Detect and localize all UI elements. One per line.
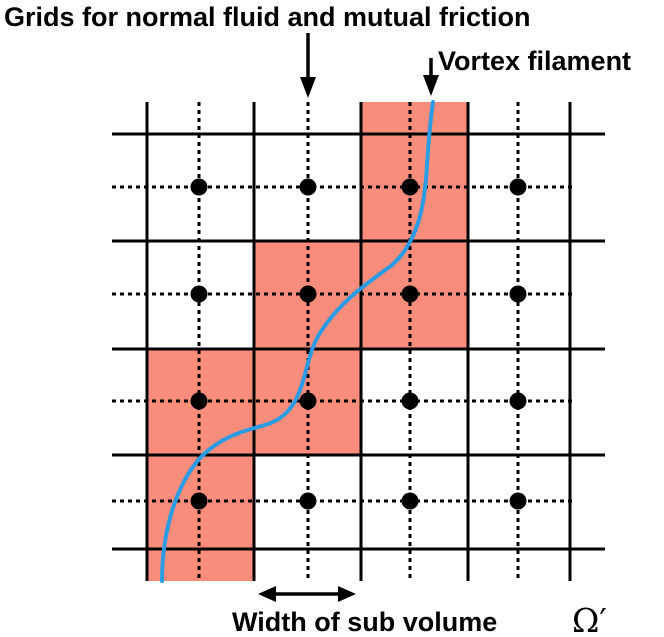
grid-point — [509, 178, 527, 196]
grids-label: Grids for normal fluid and mutual fricti… — [4, 2, 531, 32]
grid-points — [190, 178, 527, 510]
grid-point — [509, 285, 527, 303]
grid-point — [299, 492, 317, 510]
grid-point — [401, 492, 419, 510]
grid-point — [190, 178, 208, 196]
grid-point — [299, 392, 317, 410]
solid-grid — [112, 102, 605, 581]
grid-point — [190, 492, 208, 510]
width-arrow-head-left — [258, 586, 276, 602]
grid-point — [190, 392, 208, 410]
annotation-arrows — [258, 33, 439, 602]
grid-point — [509, 492, 527, 510]
width-arrow-head-right — [338, 586, 356, 602]
dotted-grid — [112, 102, 573, 581]
grid-point — [401, 392, 419, 410]
grid-point — [299, 178, 317, 196]
grid-point — [299, 285, 317, 303]
grid-point — [509, 392, 527, 410]
grid-point — [401, 178, 419, 196]
omega-prime-symbol: Ω′ — [572, 601, 607, 637]
grid-point — [401, 285, 419, 303]
highlighted-cell — [361, 102, 468, 349]
vortex-filament-curve — [160, 100, 435, 583]
grids-arrow-head — [300, 77, 316, 98]
grid-point — [190, 285, 208, 303]
vortex-filament-label: Vortex filament — [438, 46, 631, 76]
width-of-sub-volume-label: Width of sub volume — [232, 607, 497, 637]
vortex-arrow-head — [423, 75, 439, 96]
